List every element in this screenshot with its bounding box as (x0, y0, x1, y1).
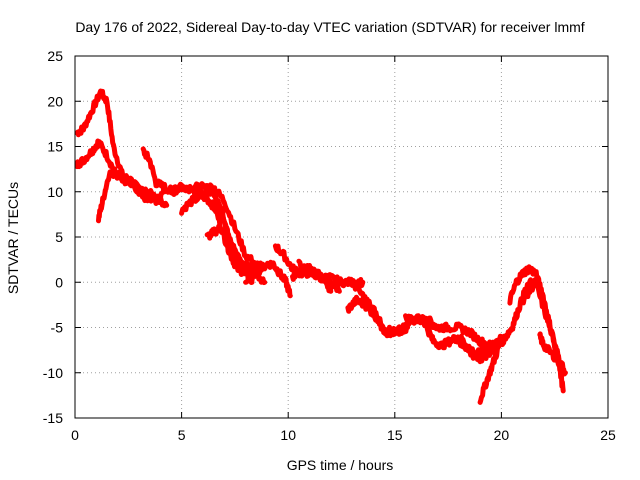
x-tick-label: 15 (387, 427, 403, 443)
series-group (74, 88, 568, 405)
y-tick-label: 5 (55, 229, 63, 245)
y-tick-label: 10 (47, 184, 63, 200)
y-axis-label: SDTVAR / TECUs (5, 182, 21, 294)
y-tick-label: 20 (47, 93, 63, 109)
y-tick-label: 25 (47, 48, 63, 64)
series-line-sat-h (204, 223, 249, 277)
y-tick-label: 0 (55, 274, 63, 290)
x-tick-label: 20 (494, 427, 510, 443)
series-line-sat-g (189, 182, 259, 267)
chart-title: Day 176 of 2022, Sidereal Day-to-day VTE… (75, 19, 584, 35)
y-tick-label: -15 (43, 410, 63, 426)
ticks: 0 5 10 15 20 25 -15 -10 -5 0 5 10 15 20 25 (43, 48, 616, 443)
x-tick-label: 25 (600, 427, 616, 443)
series-line-sat-l (296, 258, 342, 294)
series-line-sat-n (349, 278, 411, 339)
series-line-sat-p (424, 323, 504, 358)
x-tick-label: 0 (71, 427, 79, 443)
series-line-sat-i (243, 259, 293, 299)
y-tick-label: 15 (47, 139, 63, 155)
series-line-sat-c (96, 168, 150, 224)
series-line-sat-o (403, 313, 504, 350)
y-tick-label: -10 (43, 365, 63, 381)
series-line-sat-u (537, 331, 568, 377)
series-line-sat-q (452, 334, 500, 365)
x-axis-label: GPS time / hours (287, 457, 394, 473)
y-tick-label: -5 (51, 320, 64, 336)
x-tick-label: 5 (178, 427, 186, 443)
series-line-sat-f (168, 181, 266, 275)
x-tick-label: 10 (280, 427, 296, 443)
